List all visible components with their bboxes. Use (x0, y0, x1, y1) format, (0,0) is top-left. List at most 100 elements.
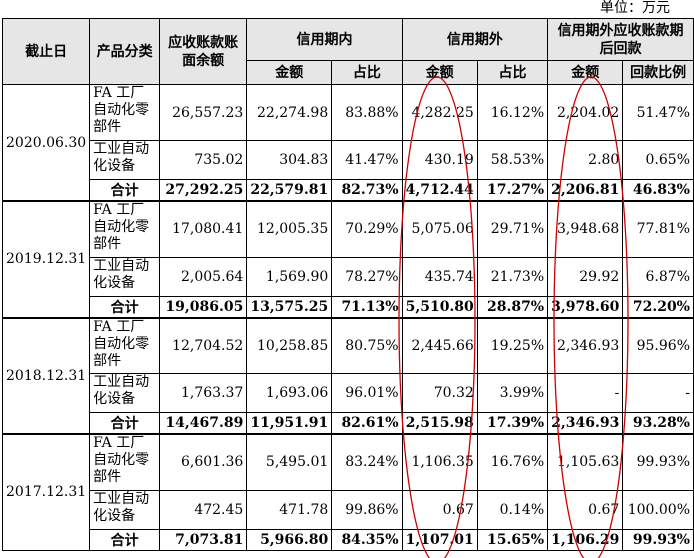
beyond-amount-cell: 4,712.44 (401, 179, 478, 202)
balance-cell: 7,073.81 (158, 528, 248, 551)
balance-cell: 2,005.64 (158, 256, 248, 297)
balance-cell: 12,704.52 (158, 316, 248, 374)
within-ratio-cell: 84.35% (331, 528, 403, 551)
beyond-ratio-cell: 17.39% (476, 412, 549, 435)
header-date: 截止日 (1, 18, 91, 85)
header-recovered: 信用期外应收账款期后回款 (547, 18, 694, 61)
header-within-amount: 金额 (246, 60, 333, 85)
beyond-amount-cell: 70.32 (401, 373, 478, 413)
return-ratio-cell: 72.20% (622, 295, 694, 318)
category-cell: 工业自动化设备 (89, 256, 160, 297)
beyond-ratio-cell: 28.87% (476, 295, 549, 318)
table-row: 2020.06.30 FA 工厂自动化零部件 26,557.23 22,274.… (1, 84, 694, 202)
unit-label: 单位：万元 (600, 0, 670, 16)
beyond-ratio-cell: 17.27% (476, 179, 549, 202)
header-within-ratio: 占比 (331, 60, 403, 85)
balance-cell: 1,763.37 (158, 373, 248, 413)
within-ratio-cell: 99.86% (331, 489, 403, 530)
category-cell: 工业自动化设备 (89, 489, 160, 530)
beyond-ratio-cell: 19.25% (476, 316, 549, 374)
beyond-ratio-cell: 0.14% (476, 489, 549, 530)
within-amount-cell: 22,274.98 (246, 84, 333, 141)
date-cell: 2018.12.31 (1, 316, 91, 435)
recovered-amount-cell: 2,206.81 (547, 179, 624, 202)
within-ratio-cell: 83.24% (331, 433, 403, 491)
date-cell: 2020.06.30 (1, 84, 91, 202)
header-category: 产品分类 (89, 18, 160, 85)
balance-cell: 27,292.25 (158, 179, 248, 202)
beyond-amount-cell: 435.74 (401, 256, 478, 297)
header-return-ratio: 回款比例 (622, 60, 694, 85)
within-amount-cell: 22,579.81 (246, 179, 333, 202)
total-row: 合计 27,292.25 22,579.81 82.73% 4,712.44 1… (3, 179, 694, 202)
beyond-ratio-cell: 21.73% (476, 256, 549, 297)
recovered-amount-cell: 0.67 (547, 489, 624, 530)
beyond-amount-cell: 1,107.01 (401, 528, 478, 551)
balance-cell: 19,086.05 (158, 295, 248, 318)
within-amount-cell: 12,005.35 (246, 200, 333, 258)
return-ratio-cell: 95.96% (622, 316, 694, 374)
beyond-amount-cell: 5,510.80 (401, 295, 478, 318)
total-label: 合计 (89, 179, 160, 202)
recovered-amount-cell: 2,346.93 (547, 412, 624, 435)
within-ratio-cell: 70.29% (331, 200, 403, 258)
total-row: 合计 7,073.81 5,966.80 84.35% 1,107.01 15.… (3, 528, 694, 551)
balance-cell: 6,601.36 (158, 433, 248, 491)
total-row: 合计 14,467.89 11,951.91 82.61% 2,515.98 1… (3, 412, 694, 435)
recovered-amount-cell: 2,204.02 (547, 84, 624, 141)
recovered-amount-cell: - (547, 373, 624, 413)
balance-cell: 735.02 (158, 140, 248, 180)
beyond-ratio-cell: 15.65% (476, 528, 549, 551)
beyond-amount-cell: 4,282.25 (401, 84, 478, 141)
beyond-ratio-cell: 58.53% (476, 140, 549, 180)
date-cell: 2019.12.31 (1, 200, 91, 318)
return-ratio-cell: 6.87% (622, 256, 694, 297)
total-row: 合计 19,086.05 13,575.25 71.13% 5,510.80 2… (3, 295, 694, 318)
return-ratio-cell: 93.28% (622, 412, 694, 435)
recovered-amount-cell: 3,948.68 (547, 200, 624, 258)
within-ratio-cell: 41.47% (331, 140, 403, 180)
category-cell: FA 工厂自动化零部件 (89, 200, 160, 258)
return-ratio-cell: 99.93% (622, 433, 694, 491)
total-label: 合计 (89, 412, 160, 435)
within-amount-cell: 304.83 (246, 140, 333, 180)
table-row: 2019.12.31 FA 工厂自动化零部件 17,080.41 12,005.… (1, 200, 694, 318)
header-beyond-credit: 信用期外 (401, 18, 549, 61)
date-cell: 2017.12.31 (1, 433, 91, 551)
category-cell: 工业自动化设备 (89, 373, 160, 413)
beyond-amount-cell: 0.67 (401, 489, 478, 530)
within-amount-cell: 1,569.90 (246, 256, 333, 297)
return-ratio-cell: 77.81% (622, 200, 694, 258)
category-cell: FA 工厂自动化零部件 (89, 316, 160, 374)
total-label: 合计 (89, 528, 160, 551)
balance-cell: 26,557.23 (158, 84, 248, 141)
balance-cell: 14,467.89 (158, 412, 248, 435)
recovered-amount-cell: 2.80 (547, 140, 624, 180)
return-ratio-cell: 51.47% (622, 84, 694, 141)
within-amount-cell: 5,966.80 (246, 528, 333, 551)
category-cell: FA 工厂自动化零部件 (89, 84, 160, 141)
table-row: 工业自动化设备 2,005.64 1,569.90 78.27% 435.74 … (3, 256, 694, 297)
within-ratio-cell: 71.13% (331, 295, 403, 318)
within-amount-cell: 10,258.85 (246, 316, 333, 374)
recovered-amount-cell: 2,346.93 (547, 316, 624, 374)
within-amount-cell: 471.78 (246, 489, 333, 530)
return-ratio-cell: - (622, 373, 694, 413)
within-ratio-cell: 78.27% (331, 256, 403, 297)
balance-cell: 17,080.41 (158, 200, 248, 258)
within-amount-cell: 5,495.01 (246, 433, 333, 491)
header-beyond-ratio: 占比 (476, 60, 549, 85)
within-amount-cell: 11,951.91 (246, 412, 333, 435)
table-row: 工业自动化设备 472.45 471.78 99.86% 0.67 0.14% … (3, 489, 694, 530)
total-label: 合计 (89, 295, 160, 318)
beyond-ratio-cell: 16.76% (476, 433, 549, 491)
table-row: 2018.12.31 FA 工厂自动化零部件 12,704.52 10,258.… (1, 316, 694, 435)
return-ratio-cell: 100.00% (622, 489, 694, 530)
within-amount-cell: 1,693.06 (246, 373, 333, 413)
table-row: 2017.12.31 FA 工厂自动化零部件 6,601.36 5,495.01… (1, 433, 694, 551)
beyond-ratio-cell: 29.71% (476, 200, 549, 258)
beyond-amount-cell: 2,445.66 (401, 316, 478, 374)
recovered-amount-cell: 1,105.63 (547, 433, 624, 491)
beyond-amount-cell: 430.19 (401, 140, 478, 180)
return-ratio-cell: 99.93% (622, 528, 694, 551)
